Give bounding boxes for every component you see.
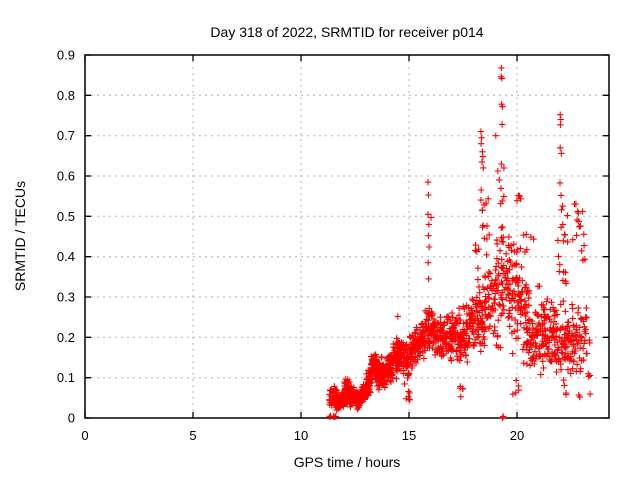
y-tick-label: 0.1 [57,370,75,385]
x-tick-label: 20 [510,428,524,443]
y-tick-label: 0.7 [57,128,75,143]
axis-ticks [84,54,609,419]
x-tick-label: 5 [189,428,196,443]
y-tick-labels: 0 0.1 0.2 0.3 0.4 0.5 0.6 0.7 0.8 0.9 [57,48,75,426]
chart-title: Day 318 of 2022, SRMTID for receiver p01… [210,24,483,40]
y-tick-label: 0.6 [57,169,75,184]
y-tick-label: 0.5 [57,209,75,224]
x-tick-labels: 0 5 10 15 20 [81,428,524,443]
y-tick-label: 0.8 [57,88,75,103]
x-axis-label: GPS time / hours [294,454,401,470]
data-points [326,64,594,422]
y-tick-label: 0 [68,411,75,426]
y-tick-label: 0.9 [57,48,75,63]
x-tick-label: 10 [294,428,308,443]
grid-lines [85,55,609,418]
x-tick-label: 0 [81,428,88,443]
y-tick-label: 0.2 [57,330,75,345]
y-tick-label: 0.3 [57,290,75,305]
x-tick-label: 15 [402,428,416,443]
plot-border [84,54,610,419]
y-tick-label: 0.4 [57,249,75,264]
y-axis-label: SRMTID / TECUs [12,181,28,291]
